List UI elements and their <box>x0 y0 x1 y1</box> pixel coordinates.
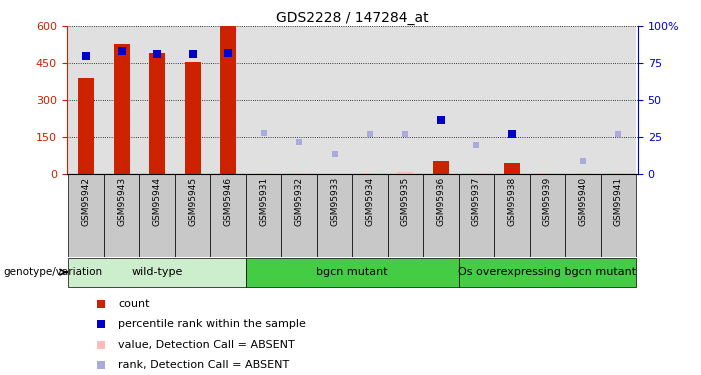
Text: genotype/variation: genotype/variation <box>4 267 102 277</box>
Bar <box>530 174 565 257</box>
Text: GSM95943: GSM95943 <box>117 177 126 226</box>
Text: rank, Detection Call = ABSENT: rank, Detection Call = ABSENT <box>118 360 290 370</box>
Title: GDS2228 / 147284_at: GDS2228 / 147284_at <box>276 11 428 25</box>
Text: GSM95932: GSM95932 <box>294 177 304 226</box>
Text: GSM95946: GSM95946 <box>224 177 233 226</box>
Bar <box>114 44 130 174</box>
Bar <box>504 163 520 174</box>
Bar <box>104 26 139 174</box>
Bar <box>565 26 601 174</box>
Text: GSM95940: GSM95940 <box>578 177 587 226</box>
Bar <box>281 174 317 257</box>
Bar <box>317 174 352 257</box>
Bar <box>433 161 449 174</box>
Bar <box>494 174 530 257</box>
Text: GSM95934: GSM95934 <box>365 177 374 226</box>
Text: GSM95941: GSM95941 <box>614 177 623 226</box>
Bar <box>291 173 307 174</box>
Bar <box>601 26 636 174</box>
Bar <box>362 173 378 174</box>
Bar <box>540 173 555 174</box>
Bar <box>246 258 458 287</box>
Bar <box>458 174 494 257</box>
Bar <box>352 174 388 257</box>
Bar <box>104 174 139 257</box>
Bar <box>210 174 246 257</box>
Bar <box>611 172 627 174</box>
Text: Os overexpressing bgcn mutant: Os overexpressing bgcn mutant <box>458 267 637 277</box>
Bar <box>184 62 200 174</box>
Bar <box>256 173 271 174</box>
Bar <box>530 26 565 174</box>
Bar <box>281 26 317 174</box>
Bar <box>423 26 458 174</box>
Bar <box>175 174 210 257</box>
Text: GSM95942: GSM95942 <box>81 177 90 226</box>
Bar <box>210 26 246 174</box>
Bar <box>69 26 104 174</box>
Bar <box>246 174 281 257</box>
Bar <box>458 258 636 287</box>
Text: wild-type: wild-type <box>131 267 183 277</box>
Bar <box>149 53 165 174</box>
Bar <box>423 174 458 257</box>
Bar <box>139 26 175 174</box>
Text: GSM95945: GSM95945 <box>188 177 197 226</box>
Text: GSM95937: GSM95937 <box>472 177 481 226</box>
Bar <box>468 173 484 174</box>
Text: GSM95944: GSM95944 <box>153 177 162 226</box>
Text: count: count <box>118 298 149 309</box>
Text: GSM95938: GSM95938 <box>508 177 517 226</box>
Bar <box>565 174 601 257</box>
Bar <box>601 174 636 257</box>
Bar <box>575 173 591 174</box>
Text: GSM95933: GSM95933 <box>330 177 339 226</box>
Bar <box>352 26 388 174</box>
Bar <box>388 174 423 257</box>
Bar <box>175 26 210 174</box>
Text: bgcn mutant: bgcn mutant <box>316 267 388 277</box>
Bar <box>397 172 414 174</box>
Bar <box>220 26 236 174</box>
Bar <box>246 26 281 174</box>
Bar <box>458 26 494 174</box>
Text: GSM95935: GSM95935 <box>401 177 410 226</box>
Bar <box>388 26 423 174</box>
Text: GSM95939: GSM95939 <box>543 177 552 226</box>
Text: percentile rank within the sample: percentile rank within the sample <box>118 319 306 329</box>
Bar <box>78 78 94 174</box>
Bar <box>139 174 175 257</box>
Bar <box>69 174 104 257</box>
Text: GSM95931: GSM95931 <box>259 177 268 226</box>
Bar <box>317 26 352 174</box>
Bar <box>69 258 246 287</box>
Bar <box>494 26 530 174</box>
Text: GSM95936: GSM95936 <box>437 177 445 226</box>
Text: value, Detection Call = ABSENT: value, Detection Call = ABSENT <box>118 340 294 350</box>
